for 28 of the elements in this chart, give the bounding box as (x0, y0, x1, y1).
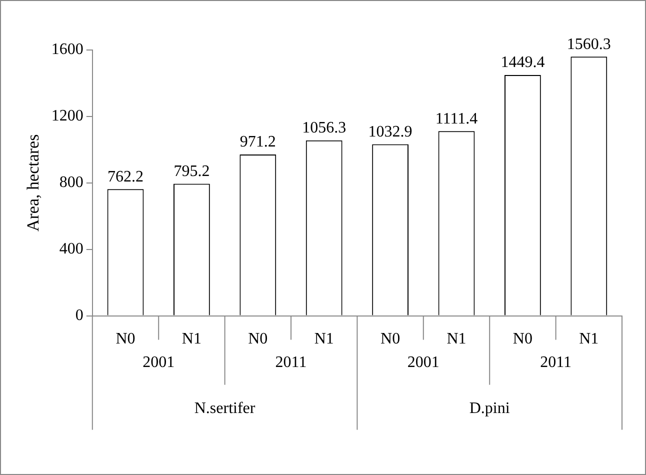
text: 2011 (540, 354, 572, 372)
x-tick-label: N0 (512, 330, 532, 348)
y-tick-label: 1600 (51, 41, 84, 58)
x-tick-label: N1 (446, 330, 466, 348)
x-tick-label: N1 (182, 330, 202, 348)
x-tick-label: N0 (248, 330, 268, 348)
y-tick-label: 1200 (51, 108, 84, 125)
data-label: 1560.3 (566, 36, 611, 53)
x-tick-label: N0 (380, 330, 400, 348)
data-label: 1449.4 (500, 54, 545, 72)
x-tick-label: N0 (116, 330, 136, 348)
data-label: 1111.4 (435, 110, 478, 128)
x-tick-label: N1 (579, 330, 599, 348)
data-label: 795.2 (174, 162, 210, 180)
x-tick-label: N1 (314, 330, 334, 348)
text: 2011 (275, 354, 307, 372)
text: D.pini (469, 400, 510, 418)
y-tick-label: 0 (75, 307, 84, 324)
data-label: 1032.9 (368, 123, 412, 140)
text: 2001 (142, 354, 175, 372)
y-tick-label: 800 (59, 174, 84, 192)
text: N.sertifer (194, 400, 256, 418)
y-axis-title: Area, hectares (24, 134, 43, 232)
y-tick-label: 400 (59, 240, 84, 258)
data-label: 762.2 (108, 168, 144, 186)
data-label: 1056.3 (302, 120, 346, 137)
data-label: 971.2 (240, 134, 276, 151)
text: 2001 (407, 354, 440, 372)
